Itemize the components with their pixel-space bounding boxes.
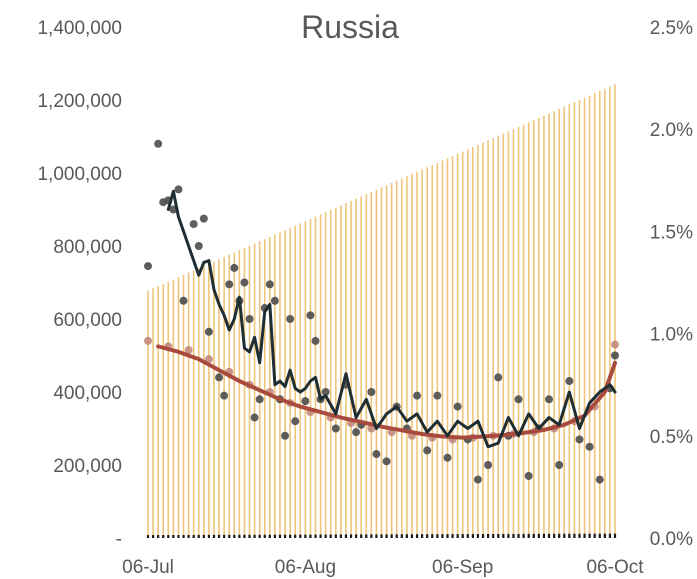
x-tick-label: 06-Oct xyxy=(586,557,644,578)
dark-point xyxy=(453,402,462,411)
dark-point xyxy=(301,397,310,406)
right-axis-bars xyxy=(147,84,616,538)
dark-point xyxy=(189,220,198,229)
dark-point xyxy=(494,373,503,382)
dark-point xyxy=(524,471,533,480)
dark-point xyxy=(265,280,274,289)
dark-point xyxy=(555,461,564,469)
dark-point xyxy=(250,413,259,422)
red-point xyxy=(611,340,619,349)
right-tick-label: 1.0% xyxy=(650,325,693,346)
dark-point xyxy=(174,185,183,194)
left-tick-label: 600,000 xyxy=(53,310,122,331)
dark-point xyxy=(255,395,264,404)
left-tick-label: - xyxy=(116,529,122,550)
dark-point xyxy=(199,214,208,223)
dark-point xyxy=(595,475,604,484)
dark-point xyxy=(154,139,163,148)
dark-trend-line xyxy=(166,189,617,449)
left-tick-label: 1,000,000 xyxy=(37,164,122,185)
dark-point xyxy=(484,461,493,469)
dark-point xyxy=(473,475,482,484)
dark-point xyxy=(245,315,254,323)
dark-point xyxy=(372,450,381,459)
dark-point xyxy=(367,388,376,396)
dark-point xyxy=(311,336,320,345)
left-tick-label: 200,000 xyxy=(53,456,122,477)
dark-point xyxy=(220,391,229,400)
dark-point xyxy=(585,442,594,451)
dark-point xyxy=(423,446,432,455)
chart-title: Russia xyxy=(301,9,399,45)
baseline-bars xyxy=(146,533,617,538)
right-tick-label: 0.5% xyxy=(650,427,693,448)
right-tick-label: 0.0% xyxy=(650,529,693,550)
dark-point xyxy=(291,417,300,426)
dark-point xyxy=(286,315,295,323)
dark-point xyxy=(240,278,249,287)
dark-point xyxy=(413,391,422,400)
dark-point xyxy=(281,431,290,440)
red-point xyxy=(184,346,193,355)
dark-point xyxy=(321,388,330,396)
x-tick-label: 06-Jul xyxy=(122,557,174,578)
dark-point xyxy=(575,435,584,444)
x-tick-label: 06-Aug xyxy=(275,557,336,578)
right-tick-label: 1.5% xyxy=(650,222,693,243)
dark-point xyxy=(545,395,554,404)
left-tick-label: 400,000 xyxy=(53,383,122,404)
dark-point xyxy=(306,311,315,320)
dark-point xyxy=(144,262,152,271)
dark-point xyxy=(230,263,239,272)
dark-point xyxy=(433,391,442,400)
dark-line xyxy=(166,189,617,449)
dark-point xyxy=(194,242,203,250)
dark-point xyxy=(352,428,361,437)
red-trend-line xyxy=(156,344,617,440)
left-tick-label: 800,000 xyxy=(53,237,122,258)
dark-point xyxy=(611,351,619,360)
dark-point xyxy=(514,395,523,404)
dark-point xyxy=(331,424,340,433)
left-axis-tick-labels: - 200,000 400,000 600,000 800,000 1,000,000 1,… xyxy=(37,18,122,550)
dark-point xyxy=(270,296,279,305)
right-axis-tick-labels: 0.0% 0.5% 1.0% 1.5% 2.0% 2.5% xyxy=(650,18,693,550)
dark-point xyxy=(215,373,224,382)
dark-point xyxy=(204,327,213,336)
red-line xyxy=(156,344,617,440)
dark-point xyxy=(382,457,391,466)
x-tick-label: 06-Sep xyxy=(432,557,493,578)
red-point xyxy=(204,355,213,364)
dark-point xyxy=(179,296,188,305)
red-point xyxy=(144,336,152,345)
right-tick-label: 2.5% xyxy=(650,18,693,39)
left-tick-label: 1,400,000 xyxy=(37,18,122,39)
x-axis-tick-labels: 06-Jul 06-Aug 06-Sep 06-Oct xyxy=(122,557,644,578)
dark-point xyxy=(225,280,234,289)
dark-point xyxy=(565,377,574,386)
dark-point xyxy=(443,453,452,462)
right-tick-label: 2.0% xyxy=(650,120,693,141)
left-tick-label: 1,200,000 xyxy=(37,91,122,112)
